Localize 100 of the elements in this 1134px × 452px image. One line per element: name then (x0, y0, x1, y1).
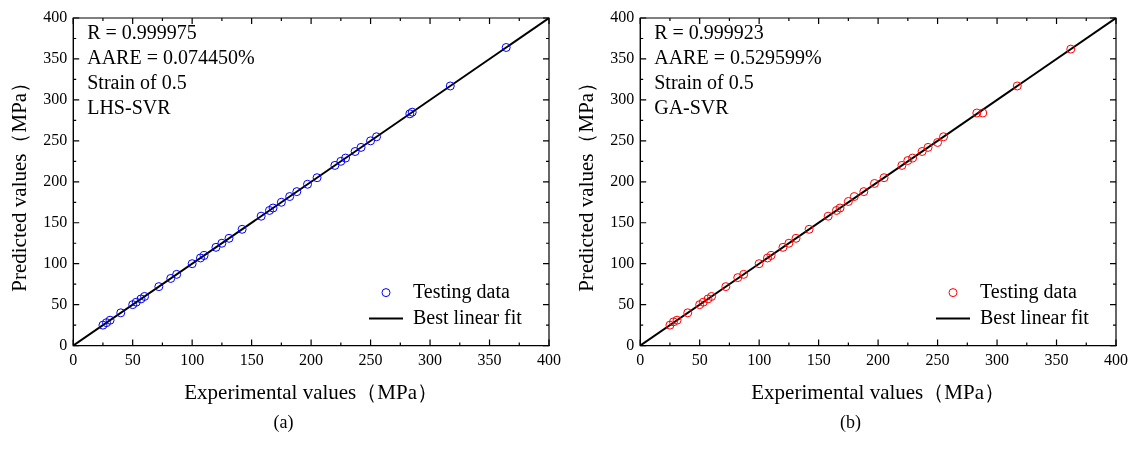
point (754, 259, 764, 269)
x-tick-label: 200 (866, 351, 891, 369)
y-tick-label: 100 (610, 253, 635, 271)
point (217, 238, 227, 248)
point (835, 203, 845, 213)
point (978, 108, 988, 118)
point (268, 203, 278, 213)
point (823, 211, 833, 221)
y-tick-label: 350 (43, 49, 68, 67)
y-tick-label: 250 (610, 131, 635, 149)
point (897, 160, 907, 170)
x-tick-label: 350 (1044, 351, 1069, 369)
point (739, 269, 749, 279)
point (939, 132, 949, 142)
annotation: AARE = 0.074450% (87, 46, 255, 69)
point (237, 224, 247, 234)
x-tick-label: 400 (537, 351, 561, 369)
point (292, 187, 302, 197)
x-tick-label: 100 (180, 351, 205, 369)
x-axis-title: Experimental values（MPa） (751, 379, 1005, 404)
y-tick-label: 250 (43, 131, 68, 149)
point (933, 137, 943, 147)
annotation: AARE = 0.529599% (654, 46, 822, 69)
y-tick-label: 0 (626, 335, 635, 353)
point (445, 81, 455, 91)
point (372, 132, 382, 142)
x-tick-label: 150 (239, 351, 264, 369)
point (98, 320, 108, 330)
point (908, 153, 918, 163)
point (166, 273, 176, 283)
point (1012, 81, 1022, 91)
legend-label: Testing data (980, 279, 1078, 303)
x-tick-label: 250 (358, 351, 383, 369)
annotation: Strain of 0.5 (87, 71, 187, 94)
point (791, 233, 801, 243)
text: (b) (839, 412, 862, 433)
point (703, 294, 713, 304)
legend-label: Testing data (413, 279, 511, 303)
y-tick-label: 400 (610, 8, 635, 26)
x-tick-label: 250 (925, 351, 950, 369)
point (683, 308, 693, 318)
point (879, 173, 889, 183)
x-tick-label: 100 (747, 351, 772, 369)
point (859, 187, 869, 197)
point (116, 308, 126, 318)
point (1066, 44, 1076, 54)
y-tick-label: 150 (610, 212, 635, 230)
point (804, 224, 814, 234)
point (366, 136, 376, 146)
point (831, 205, 841, 215)
point (707, 291, 717, 301)
point (766, 251, 776, 261)
point (501, 42, 511, 52)
point (870, 178, 880, 188)
point (285, 192, 295, 202)
y-tick-label: 200 (610, 172, 635, 189)
annotation: R = 0.999923 (654, 21, 764, 44)
point (665, 320, 675, 330)
point (356, 142, 366, 152)
y-axis-title: Predicted values（MPa） (7, 71, 32, 292)
point (224, 233, 234, 243)
point (733, 273, 743, 283)
legend-label: Best linear fit (980, 305, 1090, 328)
point (140, 291, 150, 301)
annotation: LHS-SVR (87, 96, 172, 119)
point (778, 242, 788, 252)
point (350, 147, 360, 156)
point (195, 253, 205, 263)
point (187, 259, 197, 269)
point (136, 294, 146, 304)
y-tick-label: 100 (43, 253, 68, 271)
point (972, 108, 982, 118)
point (843, 196, 853, 206)
point (784, 238, 794, 248)
y-tick-label: 400 (43, 8, 68, 26)
point (256, 211, 266, 221)
y-tick-label: 200 (43, 172, 68, 189)
annotation: Strain of 0.5 (654, 71, 754, 94)
point (211, 242, 221, 252)
point (154, 282, 164, 292)
x-tick-label: 350 (477, 351, 502, 369)
y-tick-label: 0 (59, 335, 68, 353)
point (199, 251, 209, 261)
x-tick-label: 50 (691, 351, 708, 369)
point (330, 160, 340, 170)
y-tick-label: 50 (51, 294, 68, 312)
text: (a) (272, 412, 295, 433)
y-tick-label: 350 (610, 49, 635, 67)
point (336, 156, 346, 166)
point (341, 153, 351, 163)
point (923, 142, 933, 152)
y-tick-label: 300 (610, 90, 635, 108)
y-axis-title: Predicted values（MPa） (574, 71, 599, 292)
point (172, 269, 182, 279)
x-tick-label: 300 (985, 351, 1010, 369)
point (303, 179, 313, 189)
point (762, 253, 772, 263)
point (312, 173, 322, 183)
x-axis-title: Experimental values（MPa） (184, 379, 438, 404)
y-tick-label: 300 (43, 90, 68, 108)
